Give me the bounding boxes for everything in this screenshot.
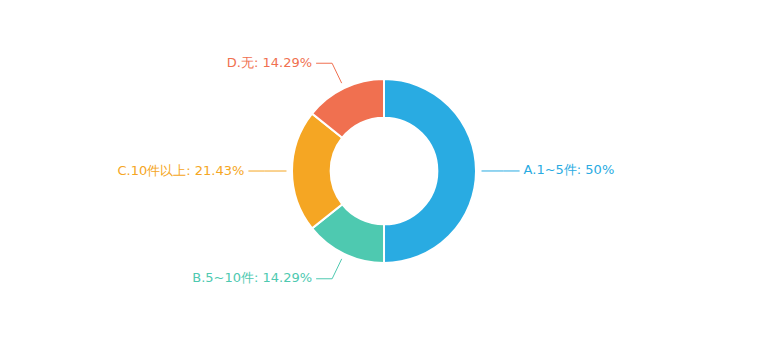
slice-label: D.无: 14.29%: [227, 55, 312, 70]
chart: A.1~5件: 50% B.5~10件: 14.29% C.10件以上: 21.43…: [0, 0, 768, 342]
slice: [384, 79, 476, 263]
leader-line: [316, 63, 342, 83]
leader-line: [248, 171, 286, 172]
slice-label: B.5~10件: 14.29%: [192, 270, 312, 285]
labels: A.1~5件: 50% B.5~10件: 14.29% C.10件以上: 21.43…: [118, 55, 615, 286]
leader-line: [316, 259, 342, 279]
slices: [292, 79, 476, 263]
leader-line: [482, 170, 520, 171]
slice-label: A.1~5件: 50%: [524, 162, 615, 177]
slice: [312, 79, 384, 138]
slice-label: C.10件以上: 21.43%: [118, 163, 245, 178]
chart-container: A.1~5件: 50% B.5~10件: 14.29% C.10件以上: 21.43…: [0, 0, 768, 342]
